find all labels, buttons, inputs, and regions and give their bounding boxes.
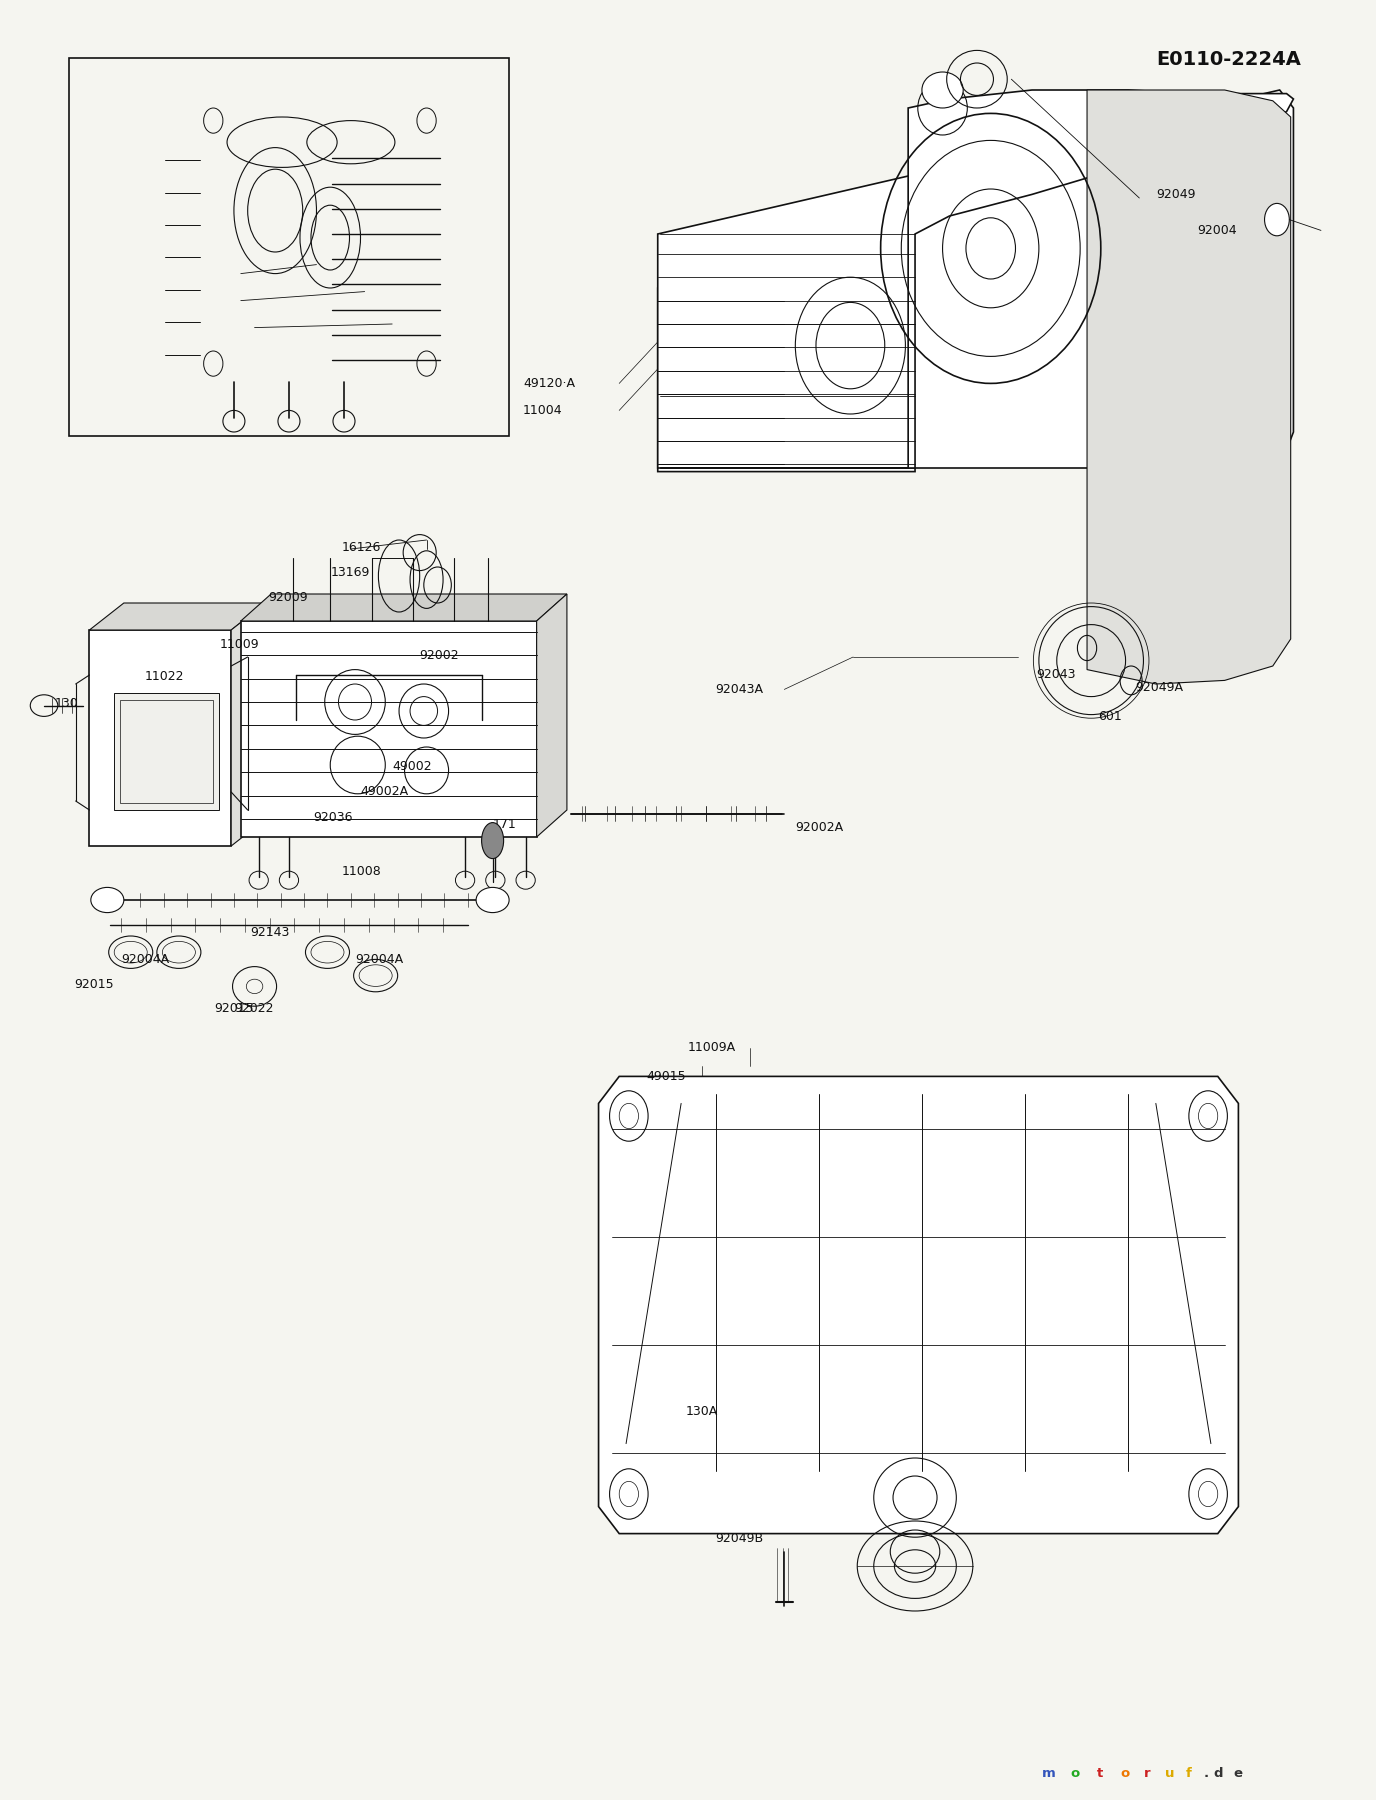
Text: 92009: 92009 xyxy=(268,590,308,605)
Text: B: B xyxy=(435,263,443,277)
Polygon shape xyxy=(599,1076,1238,1534)
Text: 11009A: 11009A xyxy=(688,1040,736,1055)
Text: 16126: 16126 xyxy=(341,540,381,554)
Polygon shape xyxy=(241,594,567,621)
Text: 92004A: 92004A xyxy=(355,952,403,967)
Text: 92036: 92036 xyxy=(314,810,354,824)
Text: o: o xyxy=(1071,1768,1080,1780)
Polygon shape xyxy=(89,603,266,630)
Text: 92015: 92015 xyxy=(215,1001,255,1015)
Bar xyxy=(114,693,219,810)
Text: 49002B: 49002B xyxy=(261,371,310,385)
Text: 92049: 92049 xyxy=(1156,187,1196,202)
Text: e: e xyxy=(1233,1768,1243,1780)
Text: 92004: 92004 xyxy=(1197,223,1237,238)
Text: 92043: 92043 xyxy=(1036,668,1076,682)
Text: f: f xyxy=(1186,1768,1192,1780)
Text: t: t xyxy=(1097,1768,1104,1780)
Polygon shape xyxy=(658,234,915,472)
Polygon shape xyxy=(89,630,231,846)
Text: 171: 171 xyxy=(493,817,516,832)
Polygon shape xyxy=(231,603,266,846)
Ellipse shape xyxy=(1265,203,1289,236)
Text: 601: 601 xyxy=(1098,709,1121,724)
Bar xyxy=(69,58,509,436)
Text: 92049A: 92049A xyxy=(1135,680,1183,695)
Text: u: u xyxy=(1165,1768,1175,1780)
Text: 92002A: 92002A xyxy=(795,821,843,835)
Polygon shape xyxy=(658,90,1293,468)
Text: 92004A: 92004A xyxy=(121,952,169,967)
Text: 49120·A: 49120·A xyxy=(523,376,575,391)
Text: 49015: 49015 xyxy=(647,1069,687,1084)
Text: 11009: 11009 xyxy=(220,637,260,652)
Text: r: r xyxy=(1143,1768,1150,1780)
Text: 92022: 92022 xyxy=(234,1001,274,1015)
Bar xyxy=(120,700,213,803)
Text: 130: 130 xyxy=(55,697,78,711)
Ellipse shape xyxy=(922,72,963,108)
Polygon shape xyxy=(1087,90,1291,684)
Ellipse shape xyxy=(482,823,504,859)
Text: 49002A: 49002A xyxy=(361,785,409,799)
Text: .: . xyxy=(1204,1768,1210,1780)
Text: 49002: 49002 xyxy=(392,760,432,774)
Text: 11008A: 11008A xyxy=(204,263,252,277)
Text: 92049B: 92049B xyxy=(716,1532,764,1546)
Polygon shape xyxy=(200,103,440,382)
Polygon shape xyxy=(660,90,1293,468)
Text: 11004: 11004 xyxy=(523,403,563,418)
Text: 92143: 92143 xyxy=(250,925,290,940)
Text: 11008: 11008 xyxy=(341,864,381,878)
Text: 92002: 92002 xyxy=(420,648,460,662)
Text: 92043A: 92043A xyxy=(716,682,764,697)
Text: 11022: 11022 xyxy=(144,670,184,684)
Text: 13169: 13169 xyxy=(330,565,370,580)
Text: E0110-2224A: E0110-2224A xyxy=(1156,50,1302,70)
Text: d: d xyxy=(1214,1768,1223,1780)
Text: o: o xyxy=(1120,1768,1130,1780)
Polygon shape xyxy=(537,594,567,837)
Ellipse shape xyxy=(476,887,509,913)
Text: 92015: 92015 xyxy=(74,977,114,992)
Text: 130A: 130A xyxy=(685,1404,717,1418)
Ellipse shape xyxy=(91,887,124,913)
Text: m: m xyxy=(1042,1768,1055,1780)
Polygon shape xyxy=(241,621,537,837)
Text: 49002B: 49002B xyxy=(239,335,288,349)
